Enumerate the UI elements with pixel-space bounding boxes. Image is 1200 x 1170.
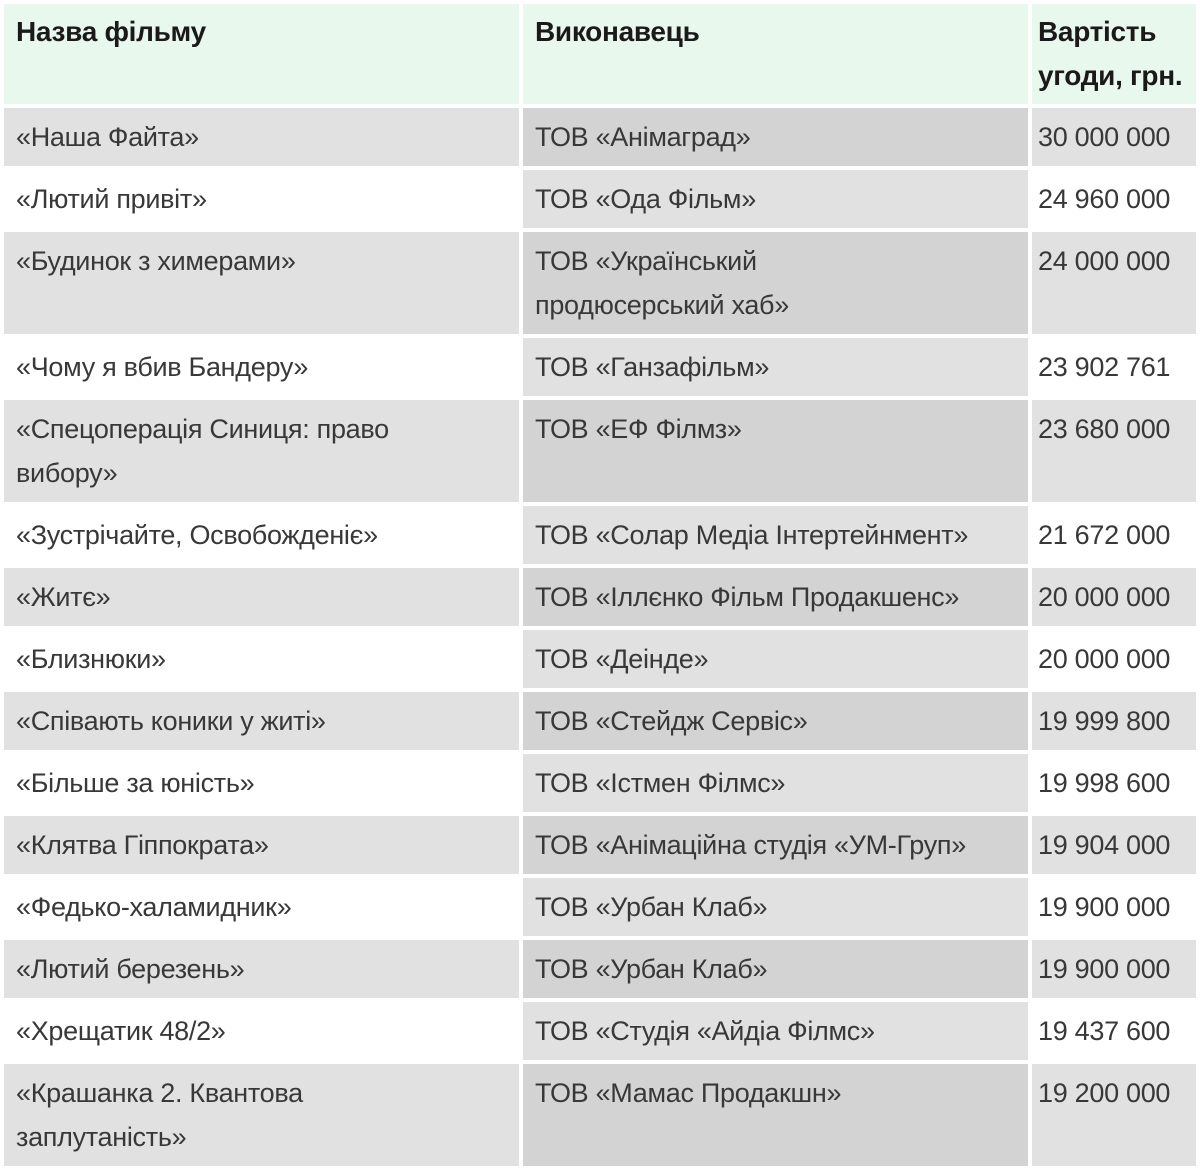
table-row: «Наша Файта» ТОВ «Анімаград» 30 000 000 (4, 108, 1196, 166)
cell-film-title: «Спецоперація Синиця: право вибору» (4, 400, 519, 502)
cell-film-title: «Наша Файта» (4, 108, 519, 166)
cell-contract-value: 23 902 761 (1032, 338, 1196, 396)
table-row: «Спецоперація Синиця: право вибору» ТОВ … (4, 400, 1196, 502)
table-row: «Клятва Гіппократа» ТОВ «Анімаційна студ… (4, 816, 1196, 874)
cell-contractor: ТОВ «ЕФ Філмз» (523, 400, 1028, 502)
cell-film-title: «Лютий привіт» (4, 170, 519, 228)
cell-contractor: ТОВ «Урбан Клаб» (523, 940, 1028, 998)
table-row: «Співають коники у житі» ТОВ «Стейдж Сер… (4, 692, 1196, 750)
cell-contractor: ТОВ «Стейдж Сервіс» (523, 692, 1028, 750)
film-table-body: «Наша Файта» ТОВ «Анімаград» 30 000 000 … (4, 108, 1196, 1166)
cell-contractor: ТОВ «Урбан Клаб» (523, 878, 1028, 936)
cell-contract-value: 30 000 000 (1032, 108, 1196, 166)
table-row: «Лютий березень» ТОВ «Урбан Клаб» 19 900… (4, 940, 1196, 998)
cell-contractor: ТОВ «Істмен Філмс» (523, 754, 1028, 812)
table-row: «Житє» ТОВ «Іллєнко Фільм Продакшенс» 20… (4, 568, 1196, 626)
column-header-film-title: Назва фільму (4, 4, 519, 104)
table-row: «Хрещатик 48/2» ТОВ «Студія «Айдіа Філмс… (4, 1002, 1196, 1060)
cell-contractor: ТОВ «Український продюсерський хаб» (523, 232, 1028, 334)
column-header-contractor: Виконавець (523, 4, 1028, 104)
cell-film-title: «Близнюки» (4, 630, 519, 688)
cell-contractor: ТОВ «Анімаград» (523, 108, 1028, 166)
cell-contract-value: 19 900 000 (1032, 940, 1196, 998)
table-row: «Будинок з химерами» ТОВ «Український пр… (4, 232, 1196, 334)
table-row: «Лютий привіт» ТОВ «Ода Фільм» 24 960 00… (4, 170, 1196, 228)
cell-contractor: ТОВ «Ганзафільм» (523, 338, 1028, 396)
cell-film-title: «Співають коники у житі» (4, 692, 519, 750)
cell-contractor: ТОВ «Мамас Продакшн» (523, 1064, 1028, 1166)
cell-contract-value: 19 904 000 (1032, 816, 1196, 874)
cell-contractor: ТОВ «Іллєнко Фільм Продакшенс» (523, 568, 1028, 626)
cell-film-title: «Більше за юність» (4, 754, 519, 812)
cell-contractor: ТОВ «Деінде» (523, 630, 1028, 688)
table-row: «Крашанка 2. Квантова заплутаність» ТОВ … (4, 1064, 1196, 1166)
cell-film-title: «Хрещатик 48/2» (4, 1002, 519, 1060)
cell-contract-value: 23 680 000 (1032, 400, 1196, 502)
cell-contractor: ТОВ «Студія «Айдіа Філмс» (523, 1002, 1028, 1060)
cell-contract-value: 19 900 000 (1032, 878, 1196, 936)
table-row: «Федько-халамидник» ТОВ «Урбан Клаб» 19 … (4, 878, 1196, 936)
cell-contract-value: 21 672 000 (1032, 506, 1196, 564)
cell-film-title: «Зустрічайте, Освобожденіє» (4, 506, 519, 564)
cell-contract-value: 20 000 000 (1032, 568, 1196, 626)
cell-contractor: ТОВ «Ода Фільм» (523, 170, 1028, 228)
cell-contractor: ТОВ «Анімаційна студія «УМ-Груп» (523, 816, 1028, 874)
cell-contract-value: 19 437 600 (1032, 1002, 1196, 1060)
cell-film-title: «Федько-халамидник» (4, 878, 519, 936)
table-row: «Близнюки» ТОВ «Деінде» 20 000 000 (4, 630, 1196, 688)
header-row: Назва фільму Виконавець Вартість угоди, … (4, 4, 1196, 104)
cell-film-title: «Будинок з химерами» (4, 232, 519, 334)
cell-contract-value: 19 998 600 (1032, 754, 1196, 812)
table-row: «Чому я вбив Бандеру» ТОВ «Ганзафільм» 2… (4, 338, 1196, 396)
cell-contract-value: 24 960 000 (1032, 170, 1196, 228)
table-row: «Більше за юність» ТОВ «Істмен Філмс» 19… (4, 754, 1196, 812)
cell-contract-value: 19 200 000 (1032, 1064, 1196, 1166)
cell-contract-value: 20 000 000 (1032, 630, 1196, 688)
cell-contract-value: 19 999 800 (1032, 692, 1196, 750)
table-row: «Зустрічайте, Освобожденіє» ТОВ «Солар М… (4, 506, 1196, 564)
cell-film-title: «Клятва Гіппократа» (4, 816, 519, 874)
cell-film-title: «Крашанка 2. Квантова заплутаність» (4, 1064, 519, 1166)
cell-contractor: ТОВ «Солар Медіа Інтертейнмент» (523, 506, 1028, 564)
column-header-contract-value: Вартість угоди, грн. (1032, 4, 1196, 104)
cell-film-title: «Житє» (4, 568, 519, 626)
cell-film-title: «Лютий березень» (4, 940, 519, 998)
cell-contract-value: 24 000 000 (1032, 232, 1196, 334)
cell-film-title: «Чому я вбив Бандеру» (4, 338, 519, 396)
